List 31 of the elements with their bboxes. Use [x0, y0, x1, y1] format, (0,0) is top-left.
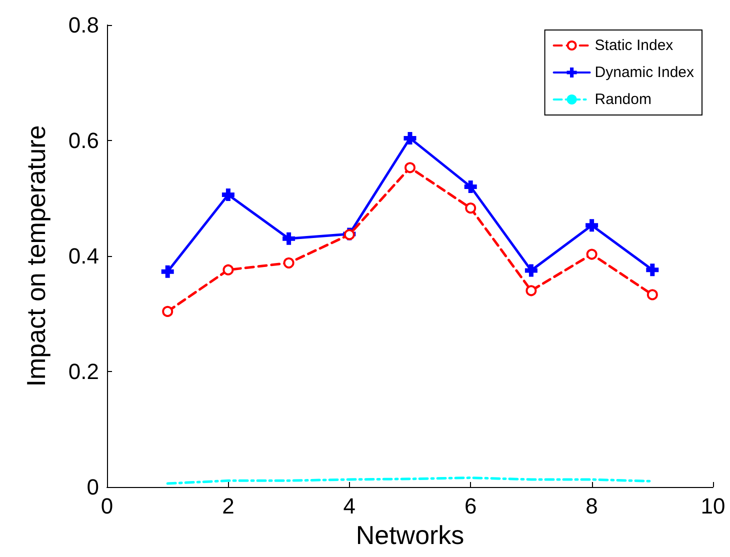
y-tick-label: 0.4 [68, 244, 99, 268]
x-tick-label: 10 [700, 494, 726, 518]
point [465, 202, 476, 214]
point [161, 265, 174, 278]
legend-label: Static Index [594, 37, 674, 54]
x-tick-label: 8 [586, 494, 598, 518]
point [283, 257, 294, 268]
point [586, 219, 598, 232]
point [162, 306, 174, 317]
x-tick-label: 2 [222, 494, 234, 518]
legend-label: Random [594, 91, 652, 108]
point [222, 264, 234, 276]
x-tick-label: 6 [464, 494, 477, 518]
legend-label: Dynamic Index [594, 64, 694, 81]
y-tick-label: 0 [86, 474, 99, 500]
y-tick-label: 0.6 [68, 128, 99, 153]
point [586, 248, 598, 260]
x-tick-label: 4 [343, 494, 356, 518]
point [646, 289, 658, 300]
x-axis-title: Networks [356, 520, 464, 550]
point [282, 232, 296, 245]
y-tick-label: 0.8 [68, 12, 99, 38]
point [526, 285, 537, 296]
point [646, 264, 659, 276]
y-axis-title: Impact on temperature [21, 125, 51, 387]
point [404, 162, 416, 174]
point [464, 180, 477, 193]
y-tick-label: 0.2 [68, 359, 99, 384]
point [524, 264, 538, 277]
point [222, 188, 234, 202]
point [404, 132, 416, 144]
